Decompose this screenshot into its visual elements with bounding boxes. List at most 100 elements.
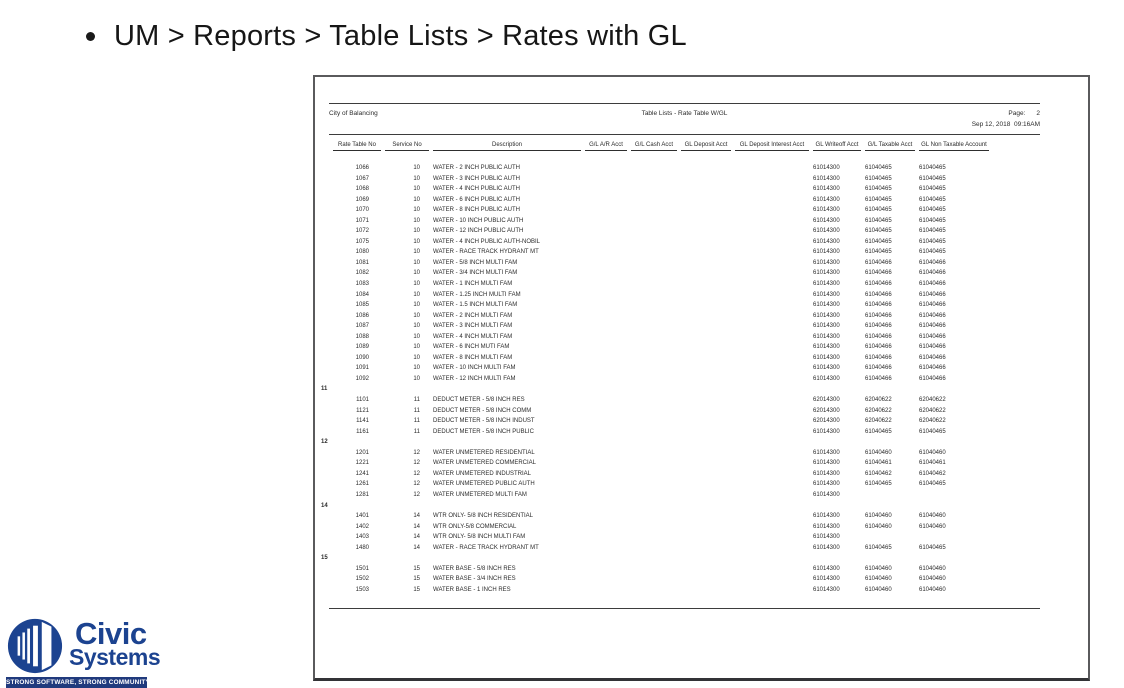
table-cell [631,195,677,206]
table-cell: 10 [413,323,420,330]
table-cell: WATER - 6 INCH PUBLIC AUTH [433,196,521,203]
table-cell [585,458,627,469]
table-cell-spacer [993,363,1036,374]
table-cell: 61040462 [865,470,892,477]
table-cell: 61014300 [813,460,840,467]
table-cell: DEDUCT METER - 5/8 INCH COMM [433,407,532,414]
table-cell: 1086 [355,312,369,319]
table-cell [631,321,677,332]
report-table-header-row: Rate Table No Service No Description G/L A/… [333,136,1036,151]
table-cell: WATER - 12 INCH MULTI FAM [433,375,516,382]
table-cell [735,237,809,248]
table-cell [631,363,677,374]
table-cell [585,479,627,490]
table-cell [735,216,809,227]
table-cell [585,406,627,417]
table-cell [631,163,677,174]
table-cell: 61040466 [919,333,946,340]
column-header: G/L Cash Acct [631,136,677,151]
table-cell [631,416,677,427]
table-cell: 61040460 [919,449,946,456]
table-cell: WATER - 3 INCH MULTI FAM [433,323,513,330]
table-cell: WATER UNMETERED PUBLIC AUTH [433,481,535,488]
table-cell [735,458,809,469]
table-cell [681,268,731,279]
table-cell: 62040622 [865,418,892,425]
table-cell: 61040465 [865,217,892,224]
table-cell: 1402 [355,523,369,530]
table-cell [681,342,731,353]
table-cell [585,311,627,322]
table-cell: 61014300 [813,428,840,435]
table-cell: 10 [413,196,420,203]
table-cell: 10 [413,365,420,372]
table-cell: 1088 [355,333,369,340]
table-cell [631,458,677,469]
table-cell [681,237,731,248]
table-cell-spacer [993,490,1036,501]
table-row: 1281 12 WATER UNMETERED MULTI FAM 61014300 [333,490,1036,501]
table-cell: 1281 [355,491,369,498]
table-cell: 61014300 [813,481,840,488]
table-cell [681,363,731,374]
table-cell [631,585,677,596]
table-cell [585,564,627,575]
table-cell-spacer [993,195,1036,206]
table-row: 1085 10 WATER - 1.5 INCH MULTI FAM 61014300… [333,300,1036,311]
table-cell [585,585,627,596]
table-cell [585,574,627,585]
bullet-icon [86,32,95,41]
table-cell [585,427,627,438]
table-cell-spacer [993,300,1036,311]
logo-tagline-banner: STRONG SOFTWARE, STRONG COMMUNITY [6,677,150,688]
table-cell: 61040461 [865,460,892,467]
table-cell: 1082 [355,270,369,277]
table-cell: 62040622 [919,418,946,425]
table-cell: 61040461 [919,460,946,467]
table-cell-spacer [993,458,1036,469]
table-cell [681,184,731,195]
table-cell [735,321,809,332]
table-cell: 12 [413,460,420,467]
table-cell: 12 [413,470,420,477]
table-row: 1084 10 WATER - 1.25 INCH MULTI FAM 6101430… [333,290,1036,301]
table-cell: 61040460 [919,576,946,583]
table-cell: 14 [413,523,420,530]
table-cell: 61014300 [813,217,840,224]
table-cell [631,205,677,216]
table-cell: 1121 [356,407,369,414]
civic-systems-logo-icon [7,618,63,674]
table-row: 1402 14 WTR ONLY-5/8 COMMERCIAL 61014300 610… [333,522,1036,533]
table-cell-spacer [993,585,1036,596]
table-cell: 62040622 [865,397,892,404]
header-bottom-rule [329,134,1040,135]
table-cell: 1401 [355,513,369,520]
table-cell: 61014300 [813,312,840,319]
table-cell [585,448,627,459]
table-cell: 61014300 [813,576,840,583]
table-cell: WATER BASE - 1 INCH RES [433,586,511,593]
table-cell: 61014300 [813,354,840,361]
table-cell: 10 [413,312,420,319]
table-cell [735,511,809,522]
table-cell: 61014300 [813,228,840,235]
table-cell [681,479,731,490]
table-cell [631,479,677,490]
table-cell [735,205,809,216]
table-cell: 1241 [355,470,369,477]
table-cell [681,427,731,438]
report-table-head: Rate Table No Service No Description G/L A/… [333,136,1036,151]
table-cell: 1070 [355,207,369,214]
table-cell [735,564,809,575]
table-cell: 1091 [355,365,369,372]
table-cell: 61040465 [865,175,892,182]
table-cell: 61040465 [865,228,892,235]
table-cell: 61040466 [919,344,946,351]
table-cell: 61040466 [865,333,892,340]
table-cell: 11 [413,418,420,425]
table-cell: 61040465 [865,238,892,245]
page-number-line: Page: 2 [727,108,1040,119]
table-cell: 12 [413,449,420,456]
table-cell [585,258,627,269]
